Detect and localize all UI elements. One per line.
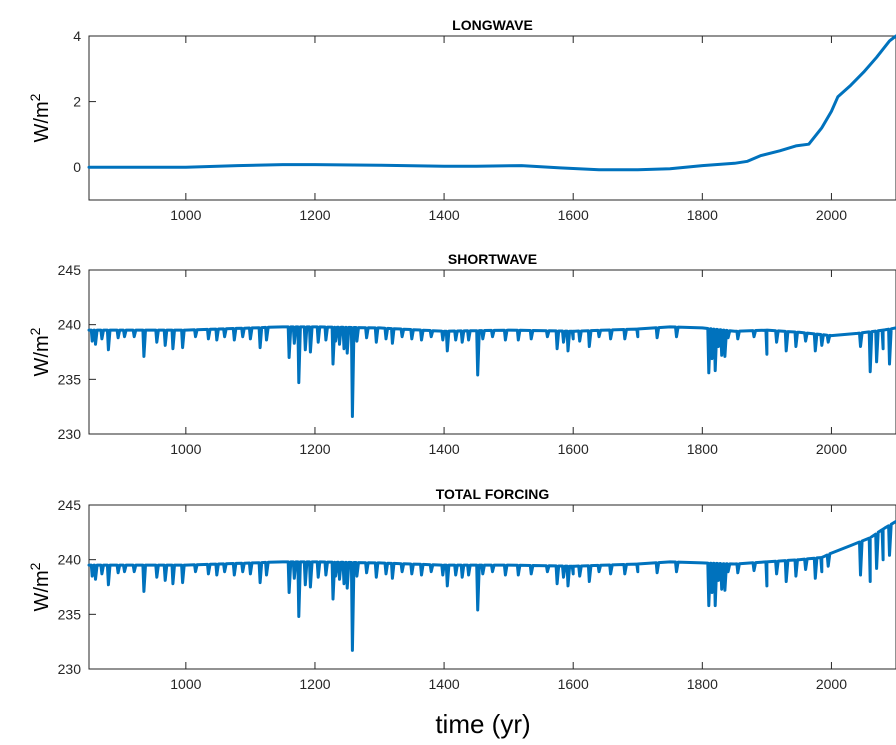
y-tick-label: 235 xyxy=(58,371,82,387)
x-tick-label: 1800 xyxy=(687,207,718,223)
plot-area xyxy=(88,35,896,201)
y-axis-label-superscript: 2 xyxy=(27,327,43,335)
y-tick-label: 245 xyxy=(58,497,82,513)
x-tick-label: 1000 xyxy=(170,207,201,223)
series-line xyxy=(87,519,896,652)
x-axis-label: time (yr) xyxy=(435,709,530,739)
y-tick-label: 240 xyxy=(58,552,82,568)
x-tick-label: 2000 xyxy=(816,441,847,457)
y-tick-label: 245 xyxy=(58,262,82,278)
x-tick-label: 1200 xyxy=(299,676,330,692)
x-tick-label: 1600 xyxy=(558,207,589,223)
y-tick-label: 230 xyxy=(58,661,82,677)
series-line xyxy=(87,325,896,418)
y-tick-label: 235 xyxy=(58,606,82,622)
y-tick-label: 240 xyxy=(58,317,82,333)
x-tick-label: 1800 xyxy=(687,441,718,457)
y-axis-label: W/m2 xyxy=(27,93,53,142)
y-tick-label: 0 xyxy=(73,159,81,175)
x-tick-label: 2000 xyxy=(816,207,847,223)
subplot-1: LONGWAVE 1000 1200 1400 1600 1800 2000 0 2 4 W/m2 xyxy=(27,17,896,223)
x-tick-label: 1400 xyxy=(429,676,460,692)
x-tick-label: 1200 xyxy=(299,207,330,223)
x-tick-label: 1400 xyxy=(429,441,460,457)
x-tick-label: 1600 xyxy=(558,676,589,692)
y-axis-label-superscript: 2 xyxy=(27,562,43,570)
subplot-2: SHORTWAVE 1000 1200 1400 1600 1800 2000 230 235 2… xyxy=(27,251,896,457)
x-tick-label: 2000 xyxy=(816,676,847,692)
y-tick-label: 2 xyxy=(73,94,81,110)
chart-title: SHORTWAVE xyxy=(448,251,537,267)
chart-title: LONGWAVE xyxy=(452,17,533,33)
x-tick-label: 1200 xyxy=(299,441,330,457)
y-tick-label: 4 xyxy=(73,28,81,44)
x-tick-label: 1400 xyxy=(429,207,460,223)
plot-area xyxy=(88,269,896,435)
x-tick-label: 1800 xyxy=(687,676,718,692)
subplot-3: TOTAL FORCING 1000 1200 1400 1600 1800 2000 230… xyxy=(27,486,896,692)
y-axis-label: W/m2 xyxy=(27,562,53,611)
y-axis-label: W/m2 xyxy=(27,327,53,376)
plot-area xyxy=(88,504,896,670)
y-tick-label: 230 xyxy=(58,426,82,442)
chart-title: TOTAL FORCING xyxy=(436,486,550,502)
series-line xyxy=(87,34,896,172)
x-tick-label: 1000 xyxy=(170,441,201,457)
y-axis-label-superscript: 2 xyxy=(27,93,43,101)
x-tick-label: 1600 xyxy=(558,441,589,457)
x-tick-label: 1000 xyxy=(170,676,201,692)
